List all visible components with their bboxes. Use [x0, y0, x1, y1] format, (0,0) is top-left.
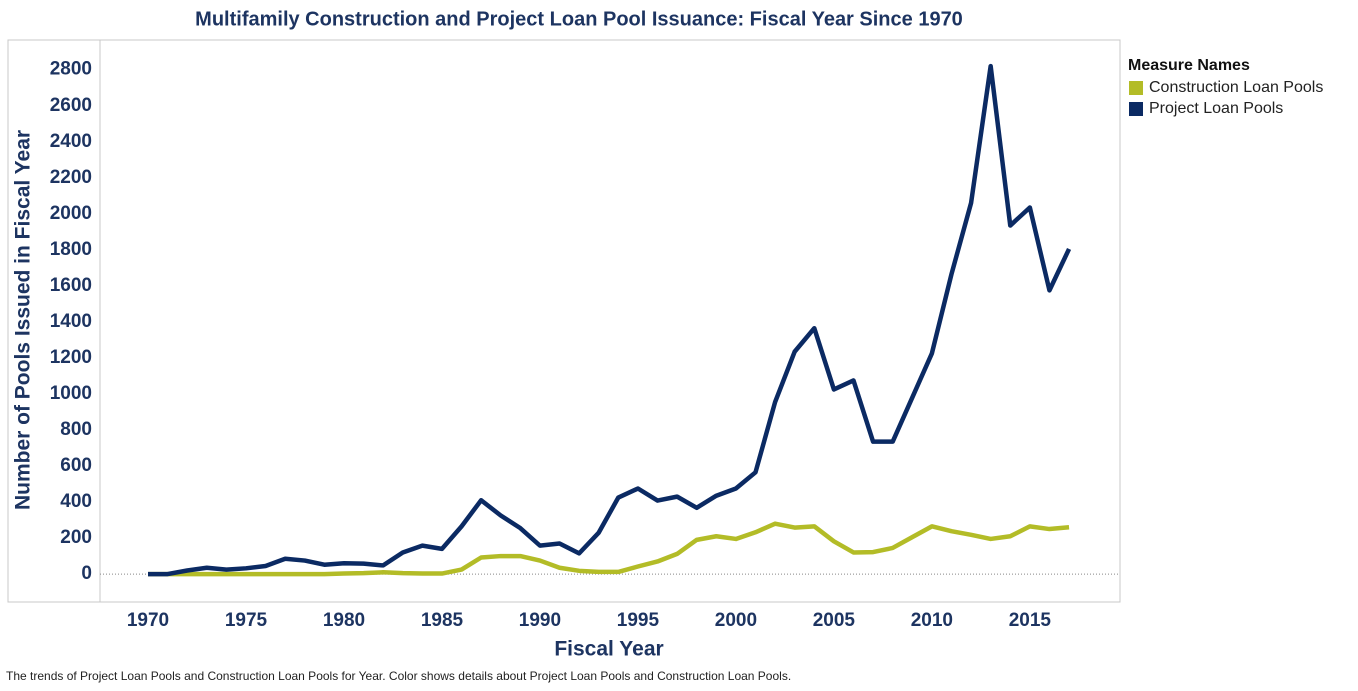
y-tick-label: 2600 [50, 95, 92, 116]
y-tick-label: 600 [60, 455, 92, 476]
legend-swatch [1129, 102, 1143, 116]
y-tick-label: 2200 [50, 167, 92, 188]
legend-swatch [1129, 81, 1143, 95]
x-tick-label: 2010 [911, 610, 953, 631]
caption: The trends of Project Loan Pools and Con… [6, 669, 791, 683]
y-tick-label: 1200 [50, 347, 92, 368]
y-tick-label: 1000 [50, 383, 92, 404]
series-line [148, 521, 1070, 577]
y-tick-label: 0 [81, 563, 92, 584]
y-tick-label: 800 [60, 419, 92, 440]
legend-label: Project Loan Pools [1149, 100, 1283, 117]
x-tick-label: 1995 [617, 610, 660, 631]
chart-title: Multifamily Construction and Project Loa… [195, 8, 963, 30]
y-tick-label: 200 [60, 527, 92, 548]
y-tick-label: 1800 [50, 239, 92, 260]
x-tick-label: 2005 [813, 610, 856, 631]
x-tick-label: 2015 [1009, 610, 1052, 631]
x-tick-label: 2000 [715, 610, 757, 631]
legend-label: Construction Loan Pools [1149, 79, 1323, 96]
plot-frame [7, 39, 1121, 603]
x-tick-label: 1990 [519, 610, 561, 631]
y-axis-label: Number of Pools Issued in Fiscal Year [12, 130, 35, 510]
x-tick-label: 1970 [127, 610, 169, 631]
y-tick-label: 1600 [50, 275, 92, 296]
x-tick-label: 1980 [323, 610, 365, 631]
x-axis-label: Fiscal Year [554, 638, 663, 661]
x-tick-label: 1985 [421, 610, 464, 631]
y-tick-label: 2000 [50, 203, 92, 224]
y-tick-label: 2800 [50, 59, 92, 80]
series-line [148, 63, 1072, 577]
y-tick-label: 400 [60, 491, 92, 512]
x-tick-label: 1975 [225, 610, 268, 631]
legend-title: Measure Names [1128, 57, 1250, 74]
y-tick-label: 1400 [50, 311, 92, 332]
y-tick-label: 2400 [50, 131, 92, 152]
